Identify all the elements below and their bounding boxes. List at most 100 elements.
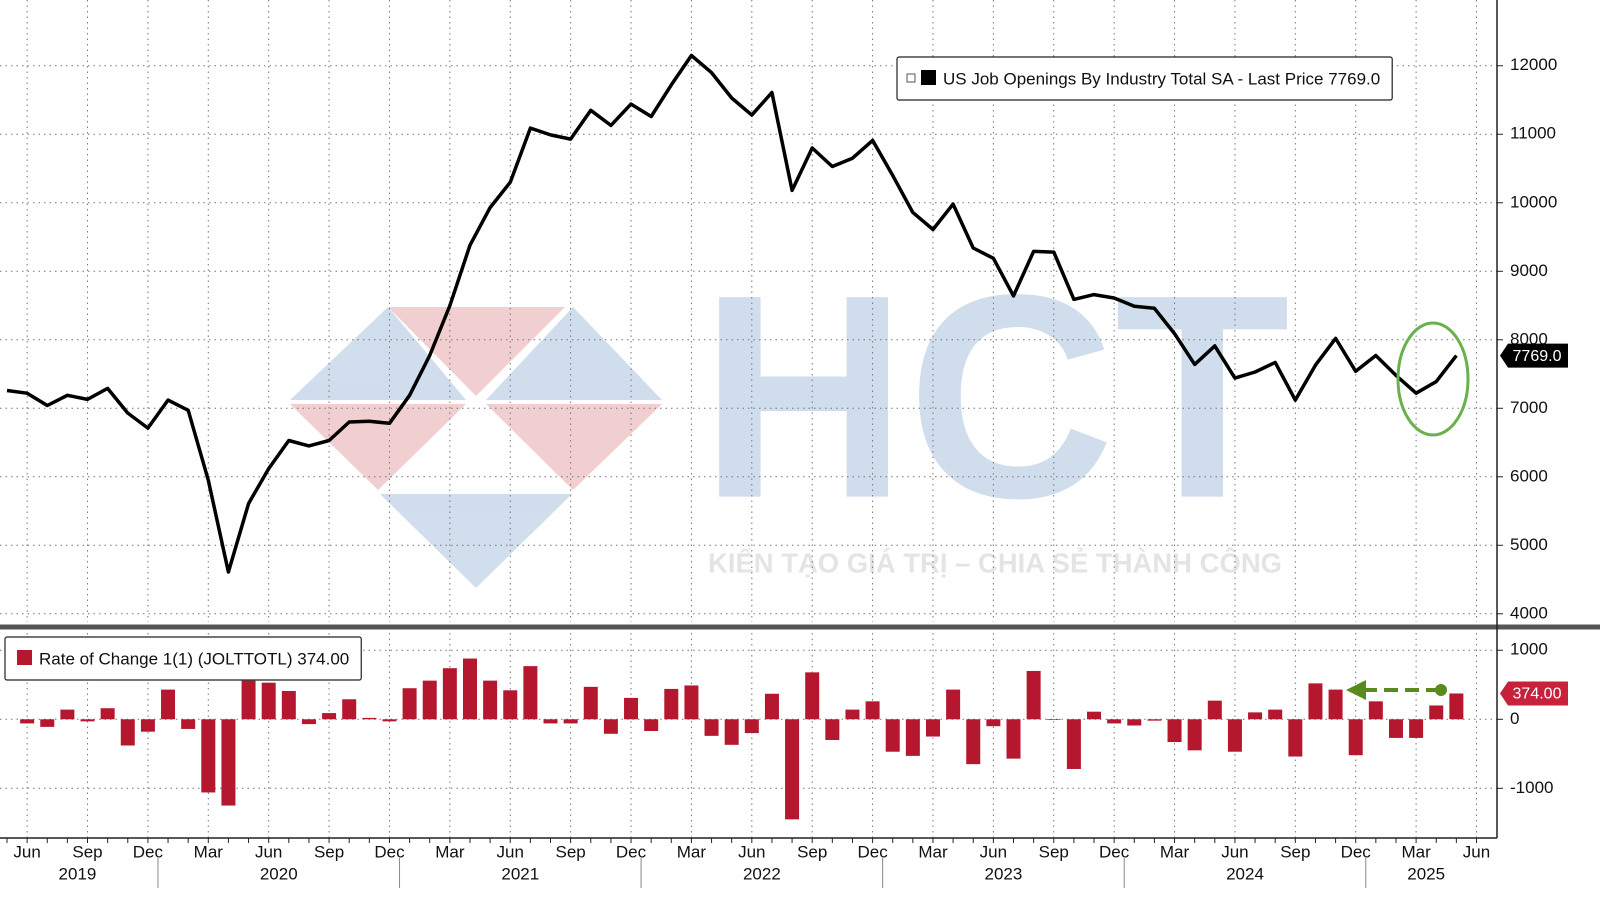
- bar: [1147, 719, 1162, 721]
- bar: [442, 668, 457, 720]
- bar: [261, 682, 276, 720]
- bar: [161, 689, 176, 720]
- bar: [1006, 719, 1021, 759]
- x-tick-label: Dec: [1099, 842, 1130, 861]
- bar: [422, 680, 437, 720]
- value-tag: [1500, 343, 1568, 368]
- bar: [402, 688, 417, 720]
- legend: US Job Openings By Industry Total SA - L…: [896, 56, 1393, 101]
- bar: [1308, 683, 1323, 720]
- wm-shape: [290, 307, 466, 400]
- bar: [1449, 693, 1464, 720]
- y-tick-label: 0: [1510, 709, 1519, 728]
- bar: [1368, 701, 1383, 720]
- bar: [1207, 700, 1222, 720]
- x-tick-label: Jun: [980, 842, 1007, 861]
- y-tick-label: 8000: [1510, 329, 1548, 348]
- plot-area: 4000500060007000800090001000011000120007…: [0, 0, 1568, 888]
- bar: [724, 719, 739, 745]
- bar: [100, 708, 115, 720]
- bar: [281, 690, 296, 720]
- year-label: 2020: [260, 864, 298, 883]
- bar: [966, 719, 981, 765]
- bar: [483, 680, 498, 720]
- bar: [704, 719, 719, 736]
- annotation-arrowhead: [1346, 680, 1366, 700]
- bar: [503, 690, 518, 720]
- y-tick-label: 9000: [1510, 261, 1548, 280]
- legend: Rate of Change 1(1) (JOLTTOTL) 374.00: [4, 636, 362, 681]
- bar: [342, 699, 357, 720]
- annotation-dot: [1435, 684, 1447, 696]
- bar: [925, 719, 940, 737]
- bar: [764, 693, 779, 720]
- x-tick-label: Sep: [314, 842, 344, 861]
- bar: [644, 719, 659, 732]
- y-tick-label: 7000: [1510, 398, 1548, 417]
- bar: [1167, 719, 1182, 743]
- bar: [543, 719, 558, 724]
- y-tick-label: 4000: [1510, 603, 1548, 622]
- bar: [40, 719, 55, 727]
- bar: [885, 719, 900, 752]
- bar: [362, 717, 377, 720]
- x-tick-label: Dec: [616, 842, 647, 861]
- bar: [986, 719, 1001, 727]
- x-tick-label: Jun: [1463, 842, 1490, 861]
- bar: [905, 719, 920, 756]
- x-tick-label: Sep: [797, 842, 827, 861]
- bar: [1107, 719, 1122, 724]
- wm-logo: HCT: [700, 235, 1290, 559]
- bar: [1328, 689, 1343, 720]
- bar: [583, 686, 598, 720]
- year-label: 2025: [1407, 864, 1445, 883]
- legend-label: Rate of Change 1(1) (JOLTTOTL) 374.00: [39, 649, 349, 668]
- bar: [301, 719, 316, 725]
- bar: [322, 713, 337, 720]
- value-tag: [1500, 681, 1568, 706]
- value-label: 7769.0: [1513, 348, 1562, 365]
- bar: [845, 709, 860, 720]
- x-tick-label: Mar: [918, 842, 948, 861]
- y-tick-label: 10000: [1510, 192, 1557, 211]
- legend-swatch: [921, 70, 936, 85]
- y-tick-label: 5000: [1510, 535, 1548, 554]
- x-tick-label: Sep: [1039, 842, 1069, 861]
- x-tick-label: Mar: [677, 842, 707, 861]
- bar: [563, 719, 578, 724]
- x-tick-label: Dec: [857, 842, 888, 861]
- bar: [744, 719, 759, 734]
- wm-shape: [486, 307, 662, 400]
- bar: [1409, 719, 1424, 738]
- bar: [1046, 719, 1061, 720]
- watermark: HCT KIẾN TẠO GIÁ TRỊ – CHIA SẺ THÀNH CÔN…: [290, 235, 1290, 588]
- bar: [1227, 719, 1242, 752]
- bar: [80, 719, 95, 722]
- bar: [684, 685, 699, 720]
- bar: [805, 672, 820, 720]
- bar: [1066, 719, 1081, 769]
- legend-swatch: [17, 650, 32, 665]
- bar: [1127, 719, 1142, 726]
- legend-expander: [906, 73, 916, 83]
- wm-shape: [380, 494, 572, 588]
- wm-shape: [290, 404, 466, 490]
- wm-shape: [388, 307, 565, 396]
- x-tick-label: Sep: [1280, 842, 1310, 861]
- x-tick-label: Sep: [556, 842, 586, 861]
- data-line: [6, 53, 1458, 574]
- bar: [120, 719, 135, 746]
- bar: [624, 697, 639, 720]
- bar: [60, 709, 75, 720]
- x-tick-label: Jun: [738, 842, 765, 861]
- x-tick-label: Jun: [13, 842, 40, 861]
- year-label: 2021: [501, 864, 539, 883]
- x-tick-label: Mar: [1401, 842, 1431, 861]
- bar: [1248, 712, 1263, 720]
- x-tick-label: Jun: [1221, 842, 1248, 861]
- x-tick-label: Sep: [72, 842, 102, 861]
- x-tick-label: Mar: [1160, 842, 1190, 861]
- bar: [1288, 719, 1303, 757]
